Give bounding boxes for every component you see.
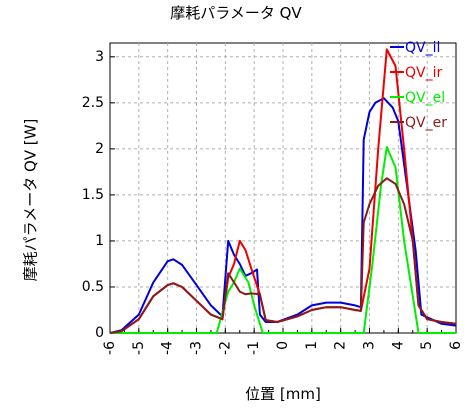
x-tick-label: -2	[217, 341, 233, 355]
x-tick-label: -3	[189, 341, 205, 355]
legend-label: QV_er	[405, 115, 447, 131]
x-tick-label: 6	[448, 341, 464, 350]
y-tick-label: 2.5	[82, 95, 104, 111]
legend-label: QV_el	[405, 90, 445, 106]
x-tick-label: -4	[160, 341, 176, 355]
y-tick-label: 0.5	[82, 279, 104, 295]
x-tick-label: 5	[419, 341, 435, 350]
x-tick-label: -5	[131, 341, 147, 355]
y-tick-label: 0	[95, 325, 104, 341]
y-tick-label: 2	[95, 141, 104, 157]
series-line-QV_er	[109, 177, 457, 334]
x-tick-label: 0	[275, 341, 291, 350]
series-line-QV_el	[110, 146, 456, 334]
x-tick-label: 4	[390, 341, 406, 350]
x-tick-label: 3	[362, 341, 378, 350]
x-tick-label: -6	[102, 341, 118, 355]
x-tick-label: -1	[246, 341, 262, 355]
y-axis-label: 摩耗パラメータ QV [W]	[21, 118, 40, 282]
legend-label: QV_il	[405, 40, 440, 56]
y-tick-label: 1	[95, 233, 104, 249]
legend-label: QV_ir	[405, 65, 442, 81]
x-tick-label: 2	[333, 341, 349, 350]
y-tick-label: 1.5	[82, 187, 104, 203]
y-tick-label: 3	[95, 49, 104, 65]
x-tick-label: 1	[304, 341, 320, 350]
chart-title: 摩耗パラメータ QV	[170, 4, 302, 22]
x-axis-label: 位置 [mm]	[245, 385, 321, 403]
